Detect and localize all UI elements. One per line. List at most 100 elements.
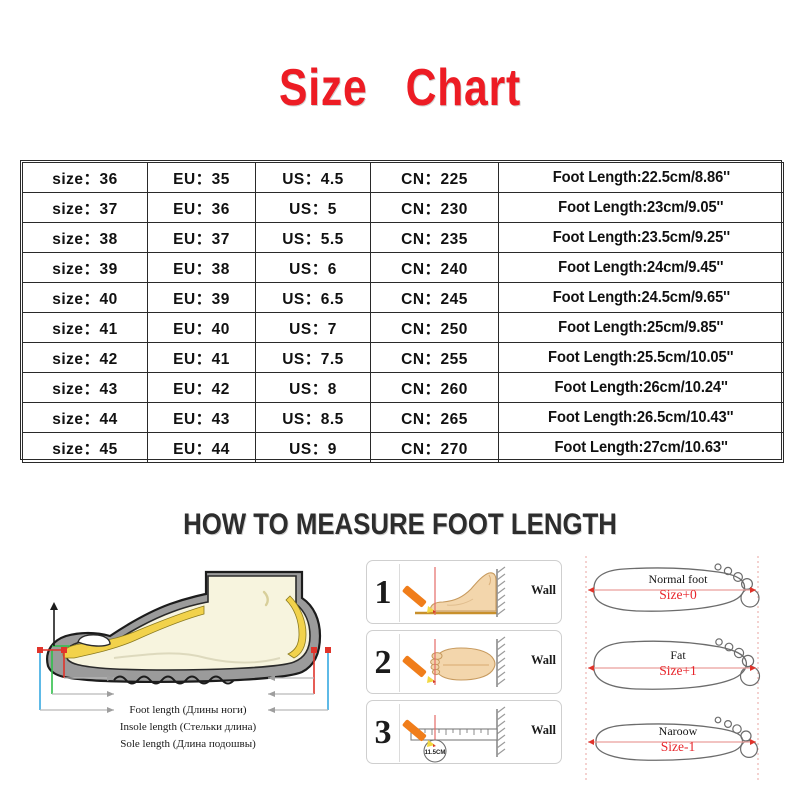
step-2-illustration <box>401 631 521 695</box>
foot-outline-narrow-svg <box>585 708 759 780</box>
step-2-wall-label: Wall <box>530 653 556 667</box>
heel-insole-strip <box>285 595 307 659</box>
cell-eu: EU：35 <box>147 162 256 193</box>
size-table-body: size：36 EU：35 US：4.5 CN：225 Foot Length:… <box>22 162 784 463</box>
cell-cn: CN：235 <box>370 222 499 253</box>
measure-arrow-left <box>588 739 594 745</box>
table-row: size：45 EU：44 US：9 CN：270 Foot Length:27… <box>22 432 784 463</box>
cell-eu: EU：40 <box>147 312 256 343</box>
step-2-number: 2 <box>374 644 392 681</box>
cell-size: size：40 <box>22 282 148 313</box>
cell-size: size：43 <box>22 372 148 403</box>
pencil-point <box>433 744 436 747</box>
sole-tread <box>113 675 235 685</box>
pencil-body <box>402 585 427 608</box>
cell-cn: CN：260 <box>370 372 499 403</box>
leader-sole-right-head <box>268 707 275 713</box>
cell-cn: CN：255 <box>370 342 499 373</box>
step-1-divider <box>399 564 400 622</box>
arch-line <box>113 652 281 664</box>
cell-foot-length: Foot Length:26cm/10.24'' <box>498 372 784 403</box>
foot-outline <box>593 640 748 690</box>
cell-eu: EU：42 <box>147 372 256 403</box>
table-row: size：42 EU：41 US：7.5 CN：255 Foot Length:… <box>22 342 784 373</box>
step-1-illustration <box>401 561 521 625</box>
ruler-measure-svg: 11.5CM <box>402 706 506 763</box>
step-1: 1 <box>366 560 562 624</box>
leader-sole-left-head <box>107 707 114 713</box>
shoe-illustration <box>37 570 331 713</box>
cell-eu: EU：39 <box>147 282 256 313</box>
table-row: size：44 EU：43 US：8.5 CN：265 Foot Length:… <box>22 402 784 433</box>
cell-us: US：5 <box>255 192 371 223</box>
step-2: 2 <box>366 630 562 694</box>
step-1-number: 1 <box>374 574 392 611</box>
leader-foot-left-head <box>107 675 114 681</box>
foot-type-name: Normal foot <box>648 572 708 586</box>
cell-cn: CN：240 <box>370 252 499 283</box>
cell-size: size：41 <box>22 312 148 343</box>
measure-arrow-left <box>588 587 594 593</box>
cell-foot-length: Foot Length:24cm/9.45'' <box>498 252 784 283</box>
cell-foot-length: Foot Length:23.5cm/9.25'' <box>498 222 784 253</box>
cell-eu: EU：36 <box>147 192 256 223</box>
cell-eu: EU：37 <box>147 222 256 253</box>
measure-steps-panel: 1 <box>366 560 564 772</box>
label-sole-length: Sole length (Длина подошвы) <box>120 738 256 750</box>
cell-eu: EU：44 <box>147 432 256 463</box>
cell-cn: CN：245 <box>370 282 499 313</box>
foot-type-size: Size+0 <box>659 587 697 602</box>
foot-type-normal: Normal foot Size+0 <box>572 556 784 628</box>
foot-outline-fat-svg <box>585 632 761 704</box>
pencil-icon <box>402 585 436 613</box>
pencil-icon <box>402 655 436 683</box>
table-row: size：38 EU：37 US：5.5 CN：235 Foot Length:… <box>22 222 784 253</box>
step-1-wall-label: Wall <box>530 583 556 597</box>
cell-us: US：6 <box>255 252 371 283</box>
foot-type-name: Fat <box>670 648 686 662</box>
cell-us: US：8 <box>255 372 371 403</box>
measure-arrow-left <box>588 665 594 671</box>
cell-us: US：9 <box>255 432 371 463</box>
pencil-body <box>402 655 427 678</box>
ankle-detail <box>488 574 491 586</box>
marker-foot-left <box>61 647 67 653</box>
height-arrow-head <box>50 602 58 610</box>
pencil-point <box>433 680 436 683</box>
step-3-illustration: 11.5CM <box>401 701 521 765</box>
foot-type-name: Naroow <box>658 724 698 738</box>
leader-foot-right-head <box>268 675 275 681</box>
cell-eu: EU：41 <box>147 342 256 373</box>
measure-arrow-right <box>750 587 756 593</box>
table-row: size：40 EU：39 US：6.5 CN：245 Foot Length:… <box>22 282 784 313</box>
step-2-divider <box>399 634 400 692</box>
cell-foot-length: Foot Length:25cm/9.85'' <box>498 312 784 343</box>
cell-foot-length: Foot Length:23cm/9.05'' <box>498 192 784 223</box>
cell-eu: EU：38 <box>147 252 256 283</box>
measure-arrow-right <box>750 665 756 671</box>
step-3-divider <box>399 704 400 762</box>
cell-us: US：8.5 <box>255 402 371 433</box>
table-row: size：37 EU：36 US：5 CN：230 Foot Length:23… <box>22 192 784 223</box>
foot-type-size: Size-1 <box>660 739 696 754</box>
howto-heading: HOW TO MEASURE FOOT LENGTH <box>183 508 617 541</box>
cell-cn: CN：230 <box>370 192 499 223</box>
cell-us: US：4.5 <box>255 162 371 193</box>
cell-cn: CN：225 <box>370 162 499 193</box>
shoe-cross-section-diagram: Foot length (Длины ноги) Insole length (… <box>18 554 358 786</box>
cell-foot-length: Foot Length:27cm/10.63'' <box>498 432 784 463</box>
foot-outline <box>434 647 496 681</box>
cell-size: size：42 <box>22 342 148 373</box>
howto-illustrations: Foot length (Длины ноги) Insole length (… <box>0 550 800 790</box>
cell-size: size：45 <box>22 432 148 463</box>
pencil-point <box>433 610 436 613</box>
foot-inside-shoe <box>65 575 311 671</box>
wall-hatching <box>496 566 506 616</box>
foot-side-view-svg <box>402 566 506 617</box>
cell-cn: CN：250 <box>370 312 499 343</box>
size-table-wrapper: size：36 EU：35 US：4.5 CN：225 Foot Length:… <box>22 162 784 463</box>
cell-us: US：7.5 <box>255 342 371 373</box>
step-3-wall-label: Wall <box>530 723 556 737</box>
foot-top-view-svg <box>402 636 506 687</box>
foot-type-fat: Fat Size+1 <box>572 632 784 704</box>
